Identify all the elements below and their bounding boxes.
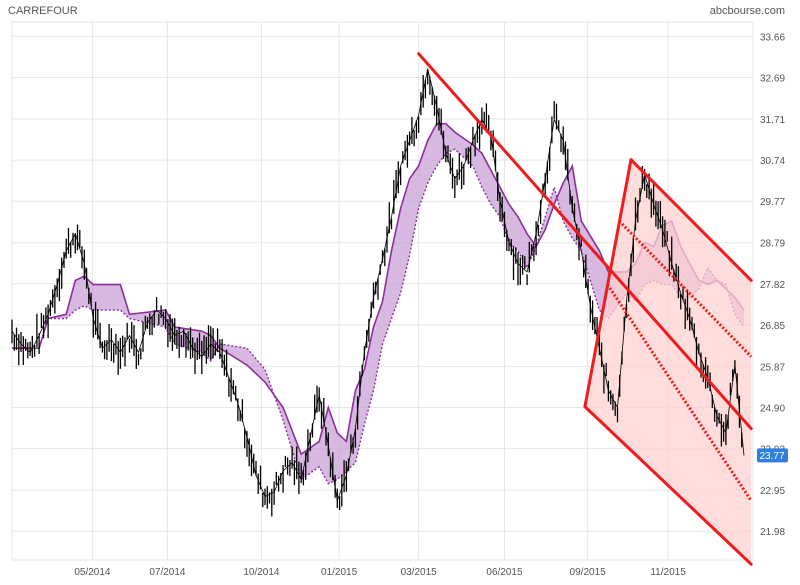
y-tick-label: 28.79 [760,239,785,250]
channel-area [584,159,752,565]
last-price-badge [757,448,788,463]
y-tick-label: 27.82 [760,280,785,291]
y-tick-label: 33.66 [760,32,785,43]
x-tick-label: 05/2014 [74,567,111,578]
y-tick-label: 26.85 [760,321,785,332]
price-line [11,68,745,503]
source-label: abcbourse.com [710,5,785,17]
x-tick-label: 11/2015 [650,567,686,578]
chart-title: CARREFOUR [8,5,78,17]
x-tick-label: 01/2015 [321,567,358,578]
y-tick-label: 22.95 [760,486,785,497]
x-tick-label: 07/2014 [149,567,186,578]
x-tick-label: 09/2015 [570,567,607,578]
trendlines [417,52,753,566]
x-axis: 05/2014 07/2014 10/2014 01/2015 03/2015 06/20… [74,567,686,578]
y-tick-label: 31.71 [760,115,785,126]
y-tick-label: 25.87 [760,362,785,373]
x-tick-label: 10/2014 [243,567,280,578]
plot-frame [11,21,754,561]
x-tick-label: 06/2015 [486,567,523,578]
y-tick-label: 24.90 [760,403,785,414]
y-axis: 33.66 32.69 31.71 30.74 29.77 28.79 27.82 26.85… [760,32,785,538]
y-tick-label: 29.77 [760,197,785,208]
channel-fill [584,159,752,565]
y-tick-label: 30.74 [760,156,785,167]
x-tick-label: 03/2015 [401,567,438,578]
y-tick-label: 32.69 [760,73,785,84]
pitchfork-edge-line [583,158,633,409]
downtrend-line [417,52,753,431]
pitchfork-inner-line [606,283,753,502]
last-price-value: 23.77 [759,451,784,462]
pitchfork-edge-line [583,405,753,566]
downtrend-line [629,158,753,282]
y-tick-label: 21.98 [760,527,785,538]
last-price: 23.77 [757,448,788,463]
price-series [11,68,745,517]
pitchfork-inner-line [618,220,753,358]
